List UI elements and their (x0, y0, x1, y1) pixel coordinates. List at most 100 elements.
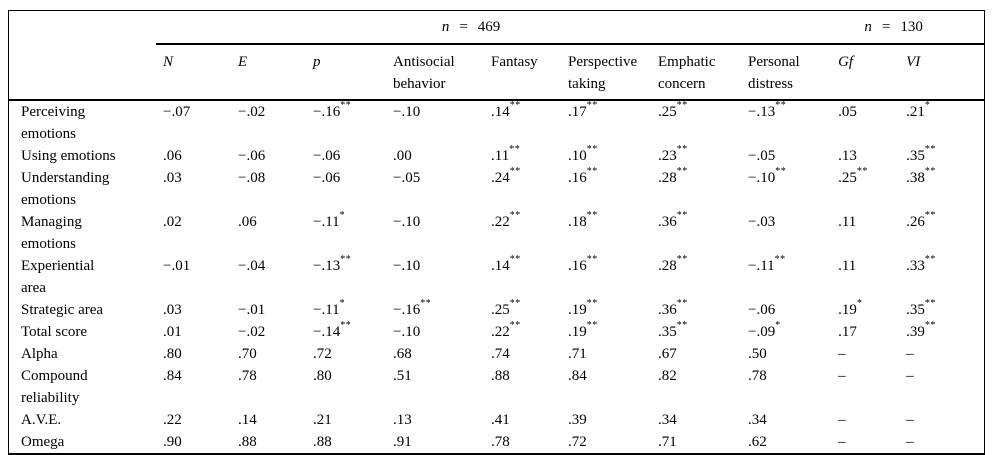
cell-value: .22 (491, 214, 510, 230)
cell-value: .19 (568, 302, 587, 318)
row-label: Perceiving emotions (21, 104, 86, 142)
cell-r8-c8: – (831, 365, 899, 409)
significance-stars: ** (509, 299, 521, 309)
significance-stars: ** (586, 299, 598, 309)
significance-stars: ** (420, 299, 432, 309)
cell-r9-c2: .21 (306, 409, 386, 431)
cell-r7-c7: .50 (741, 343, 831, 365)
significance-stars: ** (676, 145, 688, 155)
cell-r1-c6: .23** (651, 145, 741, 167)
cell-value: .41 (491, 412, 510, 428)
significance-stars: ** (509, 211, 521, 221)
cell-value: .78 (748, 368, 767, 384)
cell-r2-c5: .16** (561, 167, 651, 211)
cell-r5-c0: .03 (156, 299, 231, 321)
cell-r10-c7: .62 (741, 431, 831, 453)
cell-r8-c2: .80 (306, 365, 386, 409)
significance-stars: * (339, 299, 346, 309)
cell-value: .74 (491, 346, 510, 362)
significance-stars: ** (775, 100, 787, 111)
cell-r7-c4: .74 (484, 343, 561, 365)
cell-value: .19 (568, 324, 587, 340)
cell-r2-c9: .38** (899, 167, 984, 211)
significance-stars: ** (509, 100, 521, 111)
cell-value: .17 (838, 324, 857, 340)
cell-r2-c7: −.10** (741, 167, 831, 211)
cell-value: .35 (658, 324, 677, 340)
cell-value: .33 (906, 258, 925, 274)
sample-size-spanner-row: n = 469 n = 130 (9, 11, 985, 45)
cell-value: −.05 (393, 170, 421, 186)
cell-r10-c8: – (831, 431, 899, 453)
cell-value: .91 (393, 434, 412, 450)
significance-stars: ** (924, 167, 936, 177)
significance-stars: ** (774, 255, 786, 265)
cell-r9-c1: .14 (231, 409, 306, 431)
cell-r2-c2: −.06 (306, 167, 386, 211)
cell-value: .25 (838, 170, 857, 186)
cell-value: .25 (658, 104, 677, 120)
cell-value: .16 (568, 258, 587, 274)
cell-r3-c6: .36** (651, 211, 741, 255)
cell-r6-c0: .01 (156, 321, 231, 343)
cell-r7-c5: .71 (561, 343, 651, 365)
significance-stars: ** (676, 100, 688, 111)
cell-value: −.06 (313, 170, 341, 186)
significance-stars: ** (586, 321, 598, 331)
cell-value: −.10 (393, 214, 421, 230)
column-header-fantasy: Fantasy (484, 44, 561, 101)
cell-r8-c9: – (899, 365, 984, 409)
cell-value: .14 (491, 258, 510, 274)
cell-r1-c8: .13 (831, 145, 899, 167)
column-header-n: N (156, 44, 231, 101)
cell-value: .25 (491, 302, 510, 318)
cell-value: .28 (658, 258, 677, 274)
equals-sign: = (459, 19, 468, 35)
cell-r4-c4: .14** (484, 255, 561, 299)
cell-value: .01 (163, 324, 182, 340)
significance-stars: * (339, 211, 346, 221)
cell-value: .88 (491, 368, 510, 384)
cell-r2-c0: .03 (156, 167, 231, 211)
column-header-gf: Gf (831, 44, 900, 101)
cell-r4-c0: −.01 (156, 255, 231, 299)
cell-value: .35 (906, 302, 925, 318)
n-symbol: n (441, 19, 450, 35)
cell-r3-c0: .02 (156, 211, 231, 255)
cell-r7-c6: .67 (651, 343, 741, 365)
significance-stars: ** (924, 321, 936, 331)
significance-stars: ** (340, 255, 352, 265)
cell-r5-c9: .35** (899, 299, 984, 321)
cell-r10-c5: .72 (561, 431, 651, 453)
significance-stars: ** (924, 145, 936, 155)
cell-r1-c5: .10** (561, 145, 651, 167)
cell-value: −.06 (238, 148, 266, 164)
significance-stars: ** (924, 211, 936, 221)
cell-r2-c3: −.05 (386, 167, 484, 211)
cell-r4-c9: .33** (899, 255, 984, 299)
cell-value: −.01 (238, 302, 266, 318)
significance-stars: ** (676, 321, 688, 331)
column-header-p: p (306, 44, 386, 101)
cell-value: −.10 (393, 324, 421, 340)
cell-r8-c0: .84 (156, 365, 231, 409)
cell-value: .26 (906, 214, 925, 230)
significance-stars: * (924, 100, 931, 111)
cell-value: .21 (313, 412, 332, 428)
cell-r10-c0: .90 (156, 431, 231, 453)
significance-stars: ** (676, 255, 688, 265)
table-row-total-score: Total score .01 −.02 −.14** −.10.22** .19** .3… (9, 321, 984, 343)
cell-r8-c1: .78 (231, 365, 306, 409)
cell-r5-c7: −.06 (741, 299, 831, 321)
table-row-omega: Omega .90 .88 .88 .91 .78 .72 .71 .62 – – (9, 431, 984, 453)
cell-value: .39 (568, 412, 587, 428)
cell-value: −.06 (313, 148, 341, 164)
significance-stars: ** (340, 100, 352, 111)
cell-value: −.14 (313, 324, 341, 340)
cell-r10-c6: .71 (651, 431, 741, 453)
cell-r6-c1: −.02 (231, 321, 306, 343)
cell-r3-c2: −.11* (306, 211, 386, 255)
